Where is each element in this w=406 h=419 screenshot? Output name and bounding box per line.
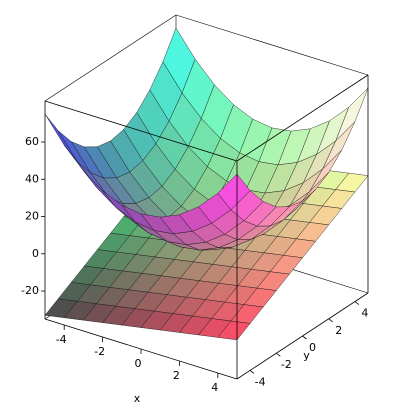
y-tick — [249, 370, 255, 374]
y-axis-label: y — [303, 349, 310, 362]
x-axis-label: x — [134, 392, 141, 405]
y-tick — [302, 335, 307, 340]
x-tick-label: 4 — [211, 381, 218, 394]
box-edge — [44, 100, 238, 162]
y-tick — [328, 318, 333, 323]
x-tick-label: -2 — [94, 345, 105, 358]
x-tick-label: 2 — [173, 369, 180, 382]
box-edge — [44, 14, 177, 102]
x-tick-label: 0 — [135, 357, 142, 370]
z-tick-label: 40 — [25, 172, 39, 185]
y-tick — [354, 301, 360, 305]
z-tick-label: 0 — [32, 247, 39, 260]
z-tick-label: 20 — [25, 210, 39, 223]
y-tick-label: -2 — [281, 358, 292, 371]
z-tick-label: 60 — [25, 135, 39, 148]
y-tick-label: -4 — [255, 375, 266, 388]
surface-patch — [44, 113, 78, 162]
z-tick-label: -20 — [21, 284, 39, 297]
y-tick — [276, 352, 281, 357]
surface-patch — [217, 320, 251, 341]
y-tick-label: 0 — [309, 341, 316, 354]
box-edge — [236, 74, 369, 162]
y-tick-label: 2 — [335, 324, 342, 337]
x-tick-label: -4 — [56, 333, 67, 346]
box-edge — [175, 14, 369, 76]
surface-patch — [217, 173, 251, 211]
y-tick-label: 4 — [361, 307, 368, 320]
